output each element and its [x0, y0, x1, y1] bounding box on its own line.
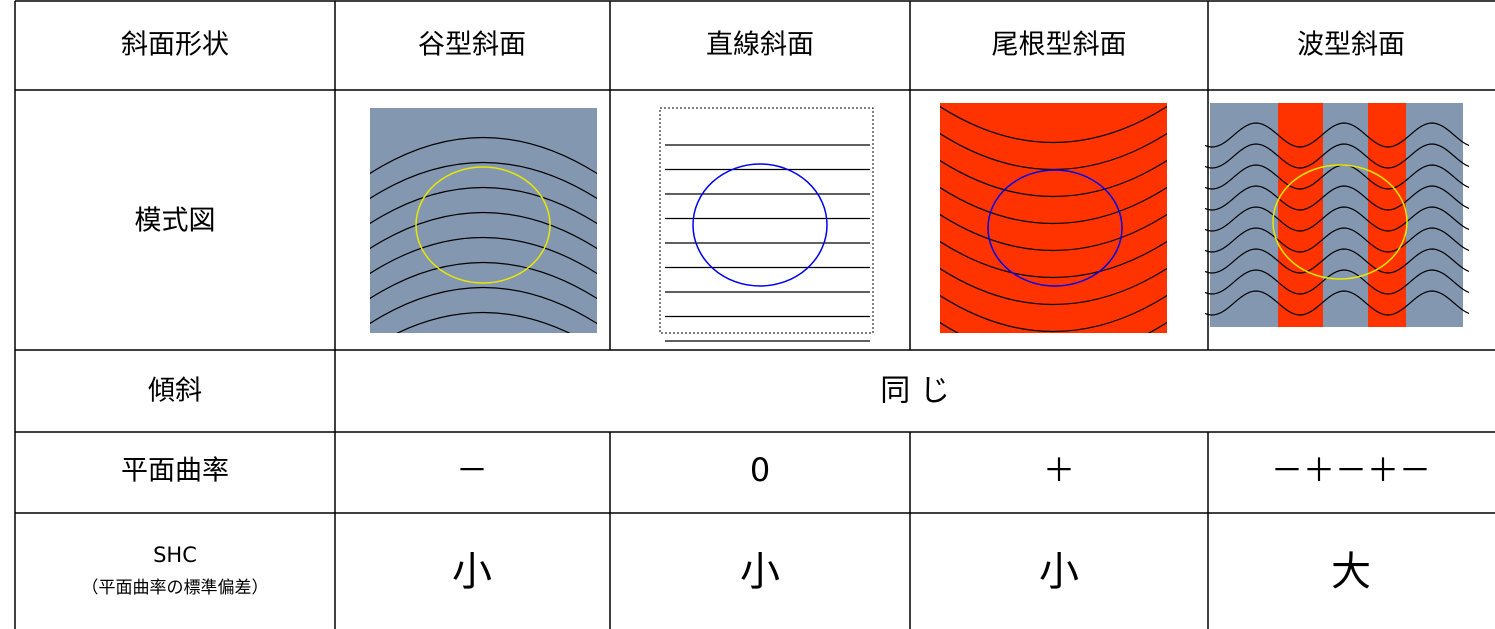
ridge-diagram: [940, 103, 1167, 333]
contour: [370, 187, 597, 225]
row-label: 模式図: [135, 206, 216, 237]
contour: [1205, 248, 1470, 274]
contour: [360, 338, 607, 381]
header-cell: 谷型斜面: [418, 30, 526, 61]
contour: [1205, 185, 1470, 211]
row-label: 平面曲率: [121, 456, 229, 487]
contour: [1205, 206, 1470, 232]
contour: [940, 159, 1167, 197]
contour: [370, 287, 597, 325]
straight-diagram: [659, 107, 874, 334]
focus-circle: [987, 169, 1123, 287]
cell: 大: [1331, 549, 1371, 595]
contour: [370, 137, 597, 175]
contour: [940, 213, 1167, 251]
table-grid: [14, 0, 1495, 629]
merged-cell: 同 じ: [880, 374, 950, 409]
contour: [1205, 290, 1470, 316]
contour: [396, 312, 571, 333]
contour: [1205, 227, 1470, 253]
cell: ＋: [1043, 451, 1075, 489]
cell: －＋－＋－: [1271, 451, 1431, 489]
focus-circle: [415, 166, 551, 284]
contour: [1205, 143, 1470, 169]
focus-circle: [692, 163, 828, 287]
contour: [940, 294, 1167, 332]
contour: [370, 162, 597, 200]
row-sublabel: （平面曲率の標準偏差）: [82, 578, 269, 598]
header-cell: 直線斜面: [706, 30, 814, 61]
schematic-diagrams: [360, 103, 1470, 381]
contour: [940, 267, 1167, 305]
contour: [940, 240, 1167, 278]
cell: 小: [1039, 549, 1079, 595]
contour: [1205, 122, 1470, 148]
header-cell: 尾根型斜面: [992, 30, 1127, 61]
row-label: SHC: [153, 543, 197, 567]
header-cell: 斜面形状: [121, 30, 229, 61]
contour: [1205, 269, 1470, 295]
contour: [370, 212, 597, 250]
contour: [940, 186, 1167, 224]
contour: [370, 262, 597, 300]
contour: [370, 237, 597, 275]
cell: －: [456, 451, 488, 489]
wave-diagram: [1210, 103, 1463, 327]
cell: 小: [452, 549, 492, 595]
focus-circle: [1272, 164, 1408, 280]
header-cell: 波型斜面: [1297, 30, 1405, 61]
row-label: 傾斜: [148, 376, 202, 407]
contour: [940, 105, 1167, 143]
valley-diagram: [370, 108, 597, 333]
cell: 0: [750, 451, 770, 489]
cell: 小: [740, 549, 780, 595]
contour: [1205, 164, 1470, 190]
